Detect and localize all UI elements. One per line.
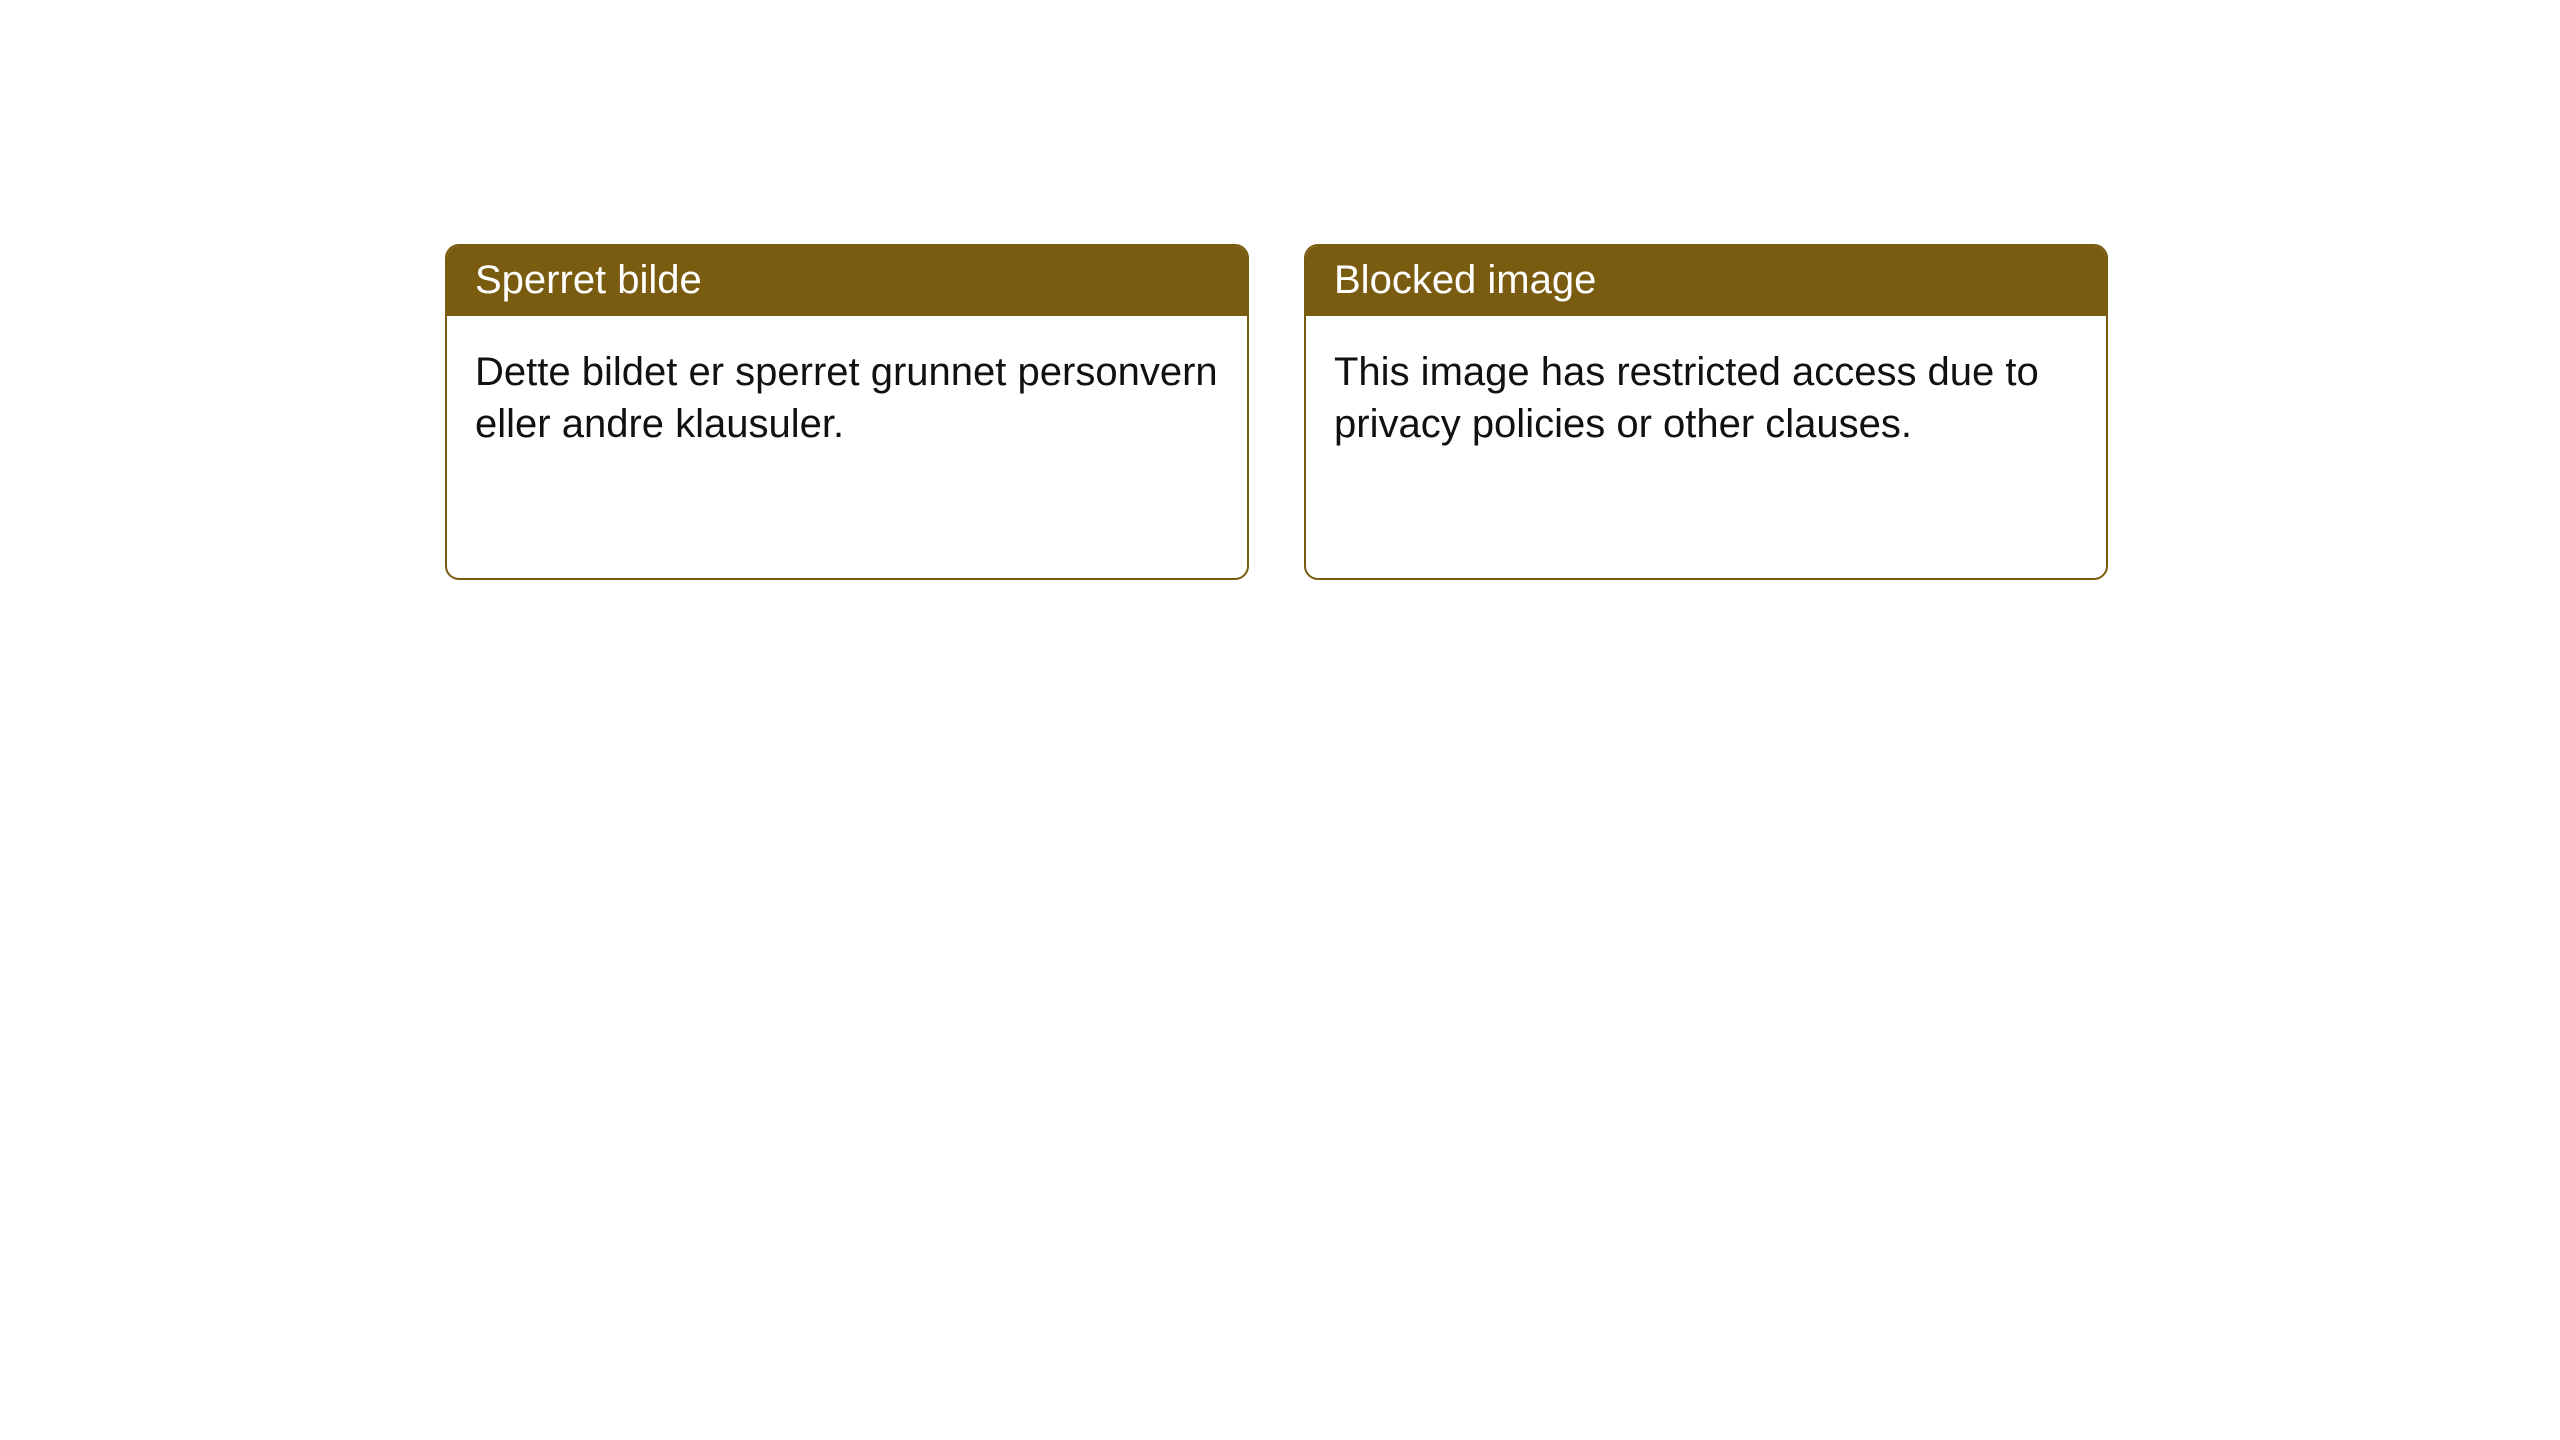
notice-card-english: Blocked image This image has restricted … (1304, 244, 2108, 580)
notice-cards-container: Sperret bilde Dette bildet er sperret gr… (445, 244, 2108, 580)
notice-header-norwegian: Sperret bilde (447, 246, 1247, 316)
notice-header-english: Blocked image (1306, 246, 2106, 316)
notice-card-norwegian: Sperret bilde Dette bildet er sperret gr… (445, 244, 1249, 580)
notice-body-english: This image has restricted access due to … (1306, 316, 2106, 480)
notice-body-norwegian: Dette bildet er sperret grunnet personve… (447, 316, 1247, 480)
